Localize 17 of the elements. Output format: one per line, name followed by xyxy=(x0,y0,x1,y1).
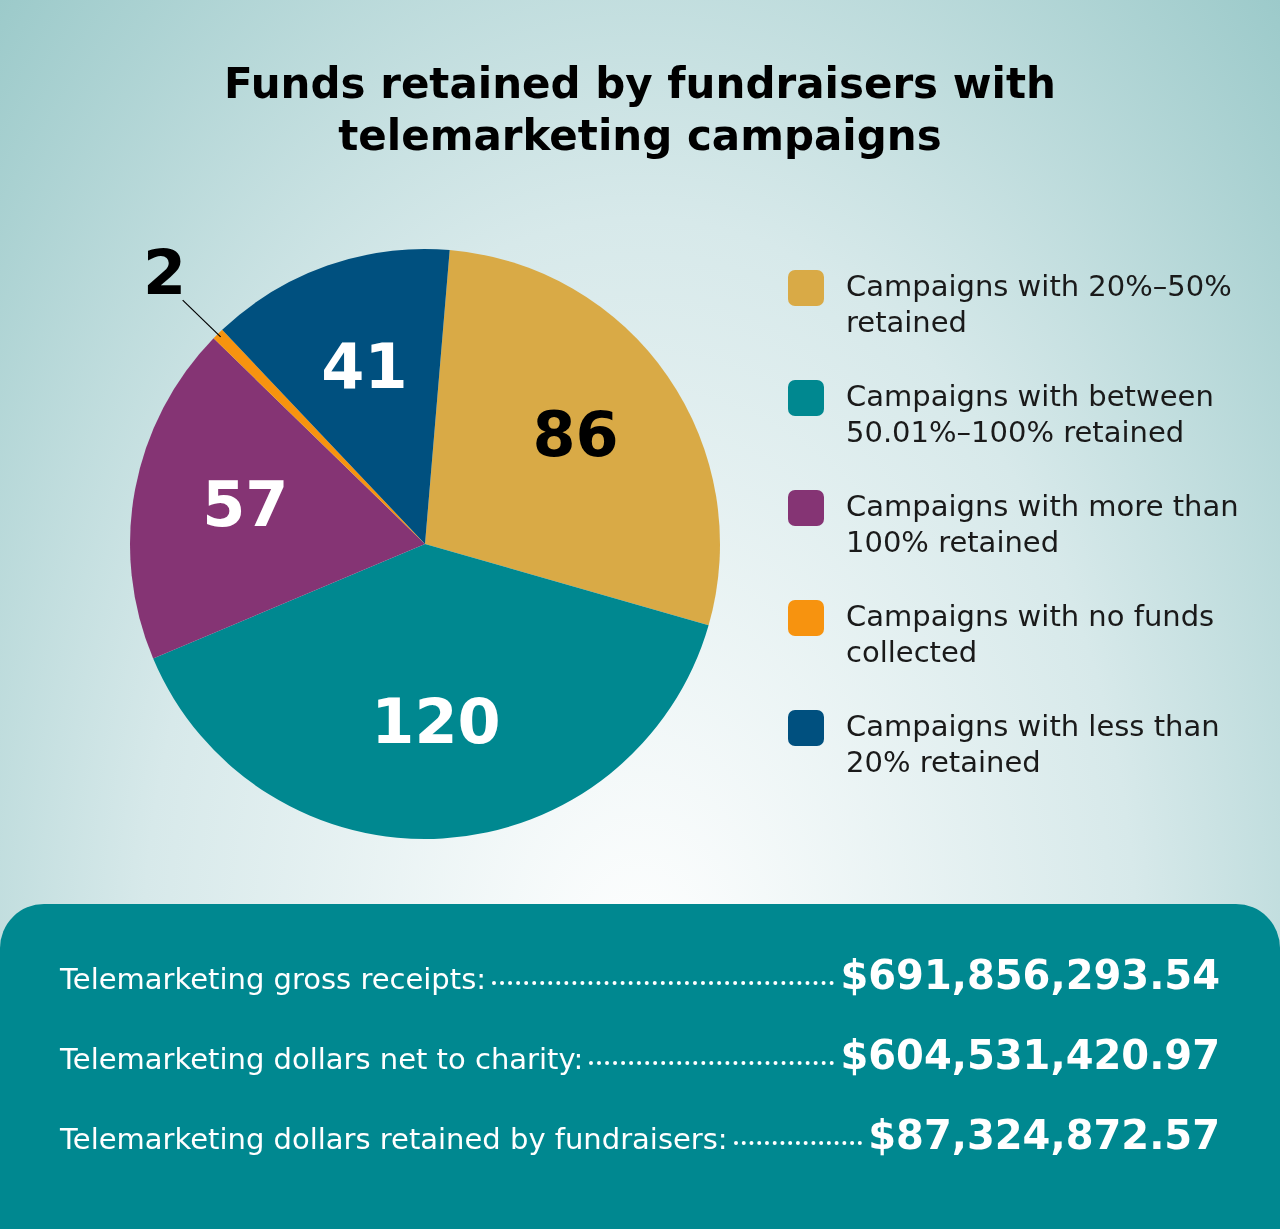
text: Telemarketing gross receipts: xyxy=(60,962,487,996)
text: $87,324,872.57 xyxy=(868,1112,1220,1158)
data-label: 86 xyxy=(532,398,619,472)
text: $691,856,293.54 xyxy=(840,952,1220,998)
data-label: 57 xyxy=(202,468,289,542)
legend-label: Campaigns with 20%–50% retained xyxy=(846,268,1233,340)
data-label: 41 xyxy=(321,329,408,403)
chart-title: Funds retained by fundraisers with telemarketing campaigns xyxy=(223,58,1057,162)
legend-label: Campaigns with between 50.01%–100% retained xyxy=(846,378,1215,450)
text: Telemarketing dollars net to charity: xyxy=(60,1042,584,1076)
legend-label: Campaigns with less than 20% retained xyxy=(846,708,1221,780)
legend-label: Campaigns with no funds collected xyxy=(846,598,1216,670)
text: Telemarketing dollars retained by fundraisers: xyxy=(60,1122,728,1156)
text: $604,531,420.97 xyxy=(840,1032,1220,1078)
data-label: 2 xyxy=(143,236,187,310)
legend-label: Campaigns with more than 100% retained xyxy=(846,488,1240,560)
data-label: 120 xyxy=(371,684,501,758)
